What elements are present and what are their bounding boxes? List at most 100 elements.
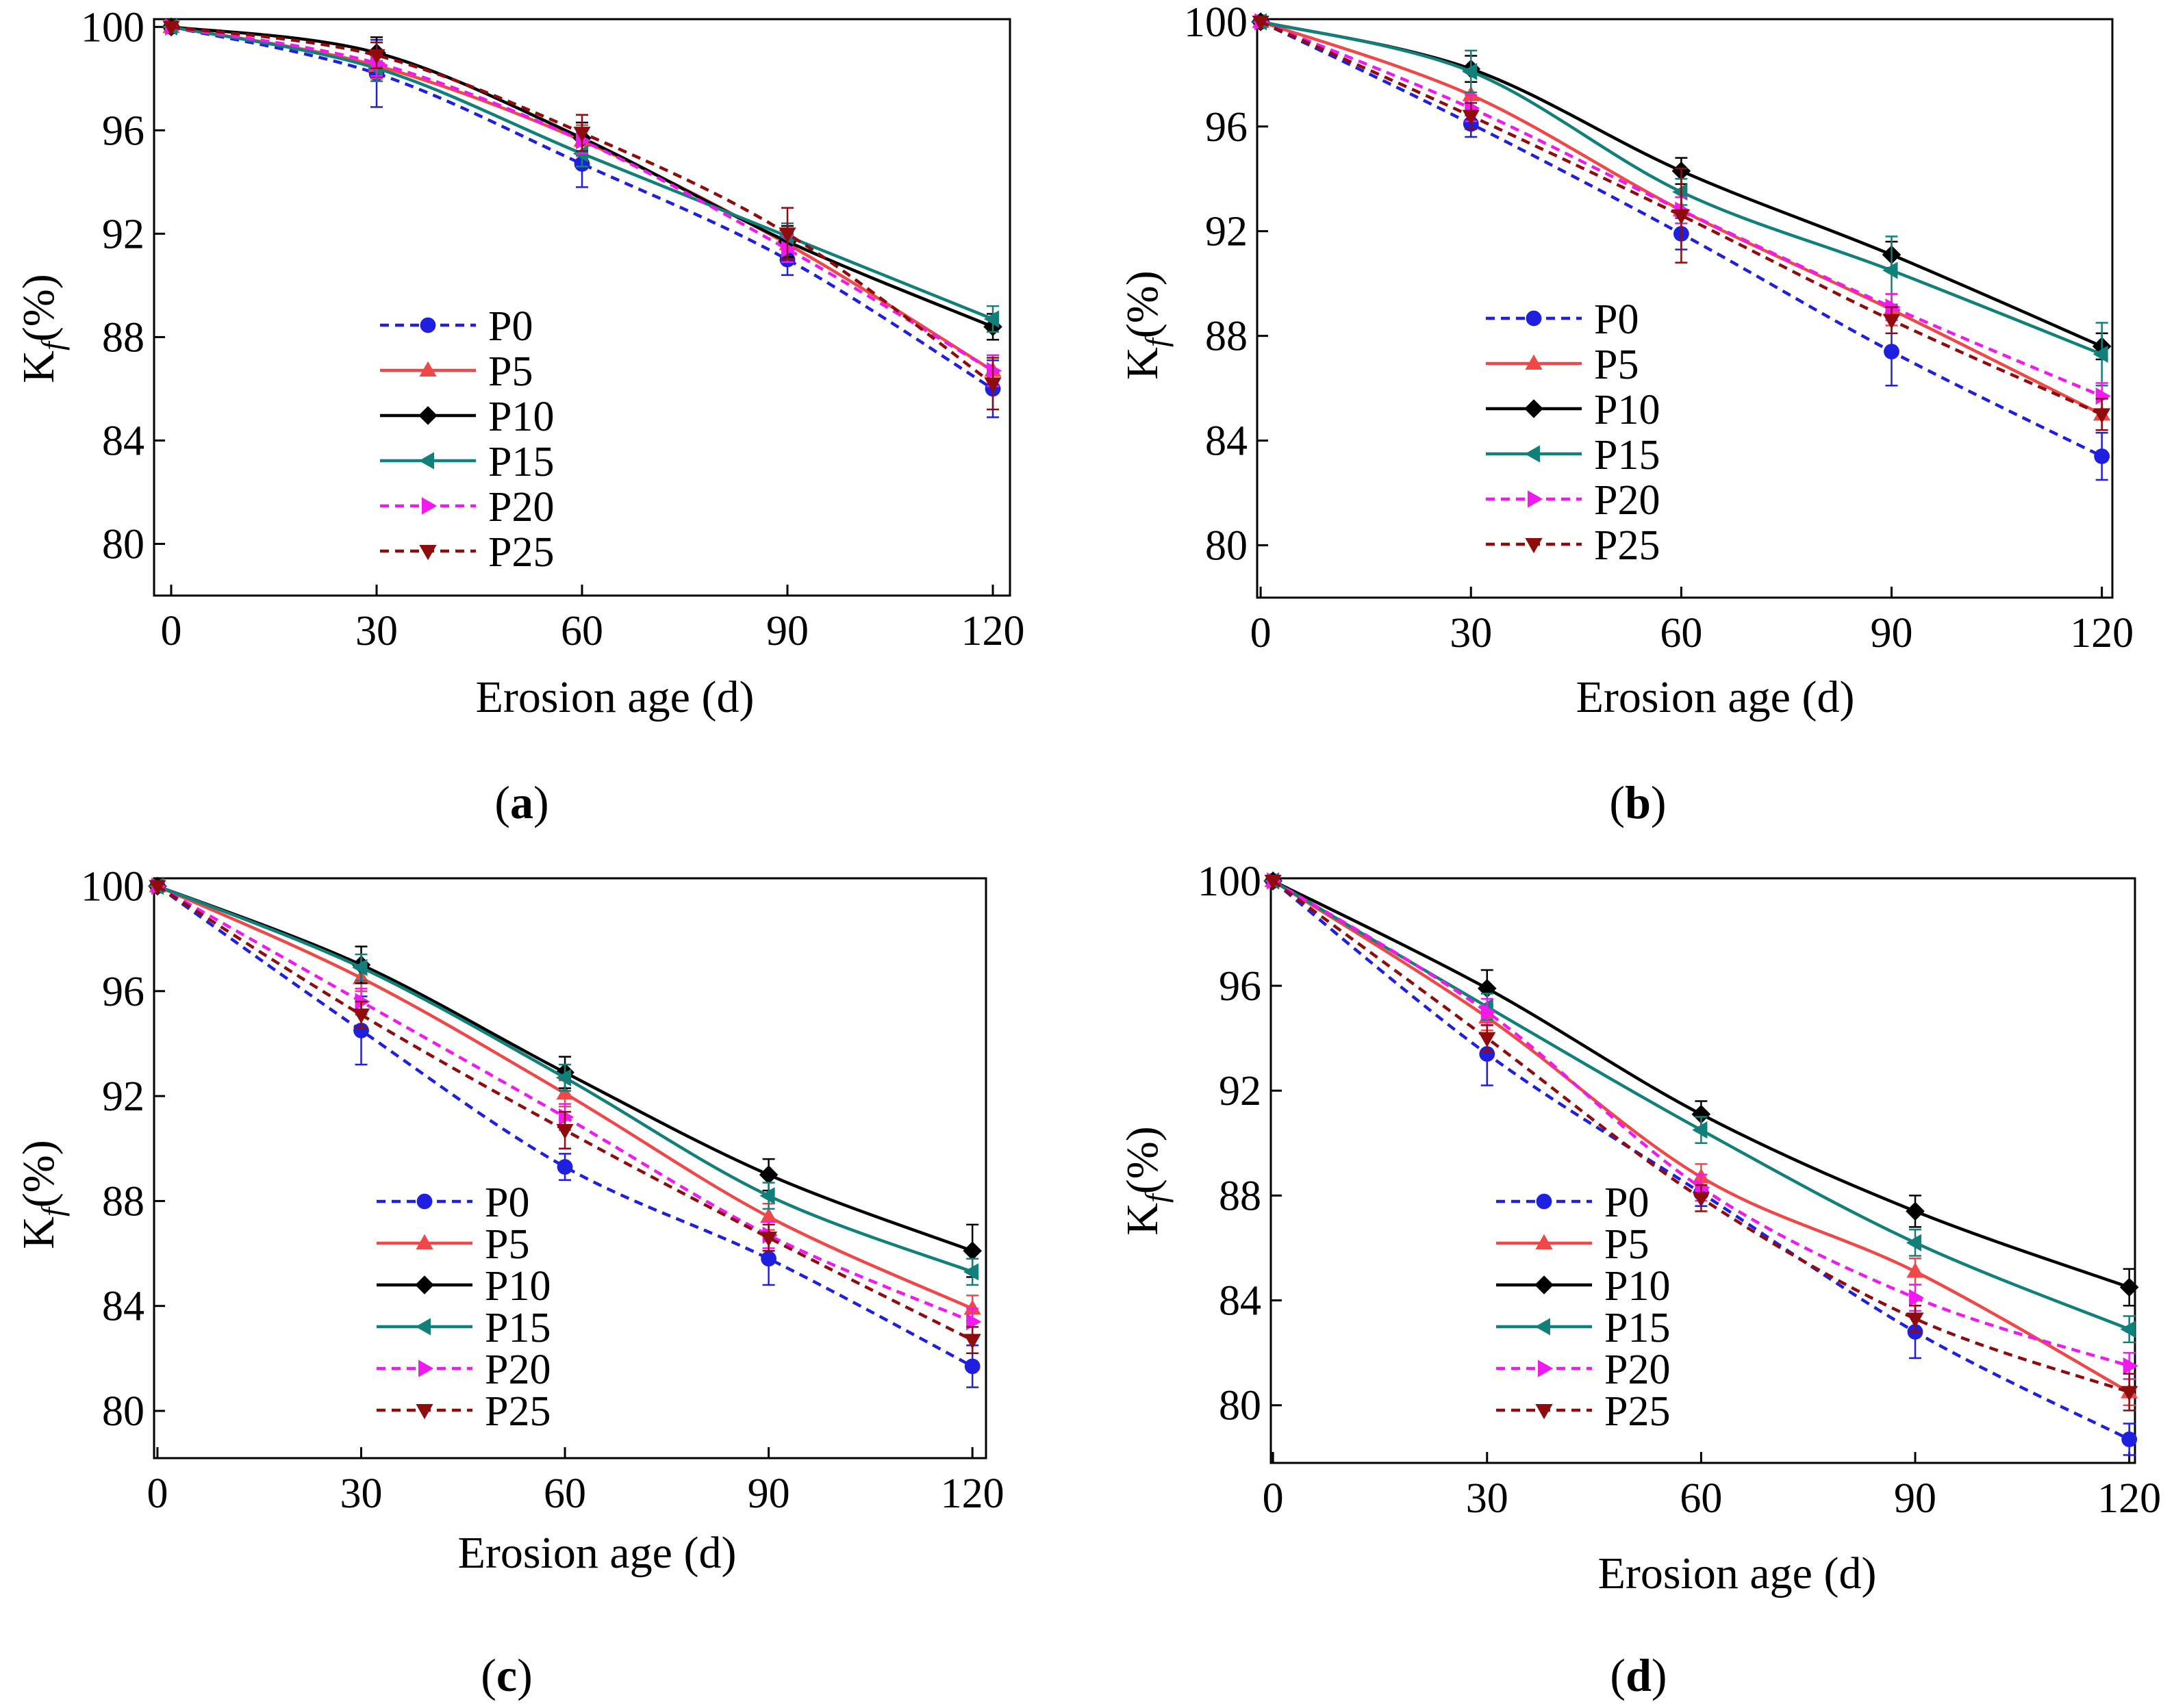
legend-marker: [1528, 490, 1543, 508]
y-tick-label: 84: [102, 418, 144, 464]
series-p10: [1263, 871, 2139, 1307]
panel-label: (d): [1610, 1649, 1667, 1701]
y-axis-label: Kf(%): [14, 1140, 70, 1249]
x-tick-label: 0: [1250, 610, 1272, 657]
y-tick-label: 88: [102, 1178, 144, 1225]
legend-label: P0: [1594, 296, 1639, 343]
legend-marker: [419, 361, 437, 377]
legend-label: P10: [1594, 387, 1660, 433]
data-point: [781, 240, 797, 258]
x-tick-label: 120: [941, 1470, 1004, 1517]
series-p0: [163, 18, 1001, 418]
data-point: [1477, 979, 1497, 998]
series-line: [1272, 879, 2130, 1368]
legend-marker: [1536, 1193, 1552, 1210]
y-axis-label: Kf(%): [1117, 270, 1174, 379]
data-point: [2120, 1321, 2136, 1338]
data-point: [1906, 1234, 1922, 1251]
plot-frame: [1269, 877, 2136, 1464]
y-tick-label: 80: [1219, 1383, 1261, 1429]
y-tick-label: 80: [102, 521, 144, 568]
series-p25: [149, 880, 981, 1354]
data-point: [983, 310, 999, 328]
x-tick-label: 0: [161, 608, 182, 654]
legend-marker: [420, 317, 436, 333]
data-point: [964, 1358, 981, 1375]
legend-label: P5: [1604, 1221, 1649, 1268]
x-tick-label: 30: [1450, 610, 1492, 657]
data-point: [352, 1008, 370, 1024]
panel-b: Erosion age (d) Kf(%) (b) 80 84 88 92 96 100 0…: [1117, 0, 2134, 828]
data-point: [559, 1108, 574, 1126]
data-point: [1264, 874, 1282, 891]
legend-label: P5: [488, 348, 533, 395]
legend-marker: [418, 1360, 434, 1377]
legend-label: P15: [485, 1305, 551, 1351]
y-tick-label: 84: [102, 1284, 144, 1330]
series-line: [1272, 879, 2130, 1289]
legend-marker: [416, 1193, 433, 1210]
y-tick-label: 96: [102, 969, 144, 1015]
data-point: [555, 1069, 572, 1086]
x-tick-label: 60: [1680, 1475, 1722, 1522]
legend-marker: [1534, 1275, 1554, 1295]
data-point: [1691, 1104, 1711, 1124]
data-point: [2093, 408, 2111, 424]
y-tick-label: 80: [102, 1388, 144, 1435]
panel-label: (c): [481, 1649, 533, 1701]
data-point: [963, 1263, 979, 1281]
plot-frame: [153, 877, 987, 1460]
data-point: [760, 1208, 778, 1223]
data-point: [557, 1159, 573, 1175]
data-point: [987, 361, 1002, 380]
legend-label: P5: [1594, 342, 1639, 388]
x-axis-label: Erosion age (d): [476, 672, 755, 722]
legend-label: P0: [488, 303, 533, 350]
legend-marker: [1538, 1360, 1554, 1377]
series-p20: [165, 18, 1002, 387]
panel-label: (a): [494, 776, 548, 828]
series-line: [1272, 880, 2130, 1441]
legend-marker: [1524, 445, 1540, 463]
y-tick-label: 84: [1219, 1278, 1261, 1325]
data-point: [966, 1313, 982, 1331]
legend-marker: [1525, 354, 1543, 370]
x-tick-label: 90: [1871, 610, 1913, 657]
series-line: [1260, 20, 2103, 398]
x-tick-label: 90: [1894, 1475, 1936, 1522]
data-point: [1252, 15, 1269, 31]
series-p25: [1252, 15, 2111, 431]
legend-label: P20: [485, 1347, 551, 1393]
panel-d: Erosion age (d) Kf(%) (d) 80 84 88 92 96 100 0…: [1117, 858, 2161, 1701]
data-point: [2119, 1277, 2139, 1297]
data-point: [779, 227, 796, 243]
x-tick-label: 120: [961, 608, 1025, 654]
x-tick-label: 60: [1660, 610, 1702, 657]
series-line: [170, 25, 994, 372]
data-point: [760, 1232, 778, 1247]
data-point: [1479, 1046, 1495, 1062]
data-point: [1882, 314, 1901, 329]
y-tick-label: 80: [1205, 523, 1248, 570]
data-point: [353, 1022, 369, 1038]
series-line: [170, 25, 994, 390]
legend-marker: [415, 1318, 431, 1336]
series-p15: [162, 18, 999, 333]
y-axis-label: Kf(%): [1117, 1126, 1174, 1235]
legend-marker: [1534, 1318, 1550, 1336]
legend-label: P0: [1604, 1180, 1649, 1226]
legend-marker: [415, 1275, 434, 1295]
legend-label: P10: [1604, 1263, 1670, 1310]
data-point: [1480, 1003, 1496, 1021]
legend-label: P15: [1594, 432, 1660, 479]
series-p5: [149, 877, 981, 1323]
data-point: [1692, 1121, 1708, 1139]
y-tick-label: 100: [1198, 858, 1261, 905]
series-line: [170, 25, 994, 385]
legend-label: P10: [488, 394, 554, 440]
series-p15: [148, 877, 979, 1286]
y-tick-label: 96: [1205, 104, 1248, 151]
legend-marker: [1535, 1234, 1553, 1249]
data-point: [1882, 262, 1898, 279]
